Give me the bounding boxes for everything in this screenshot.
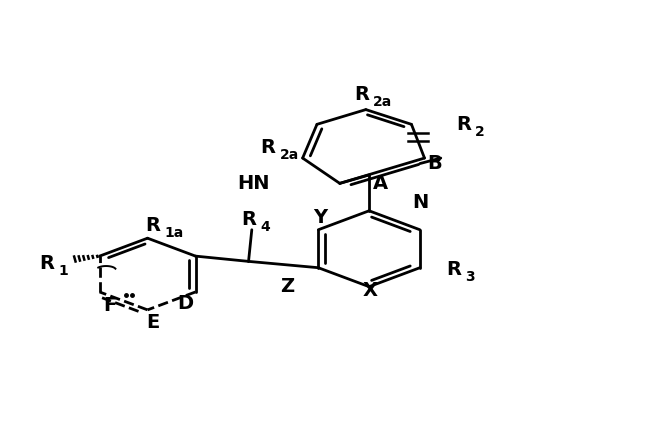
Text: R: R (145, 216, 160, 235)
Text: R: R (446, 260, 461, 280)
Text: 2a: 2a (373, 95, 392, 109)
Text: R: R (39, 254, 54, 273)
Text: R: R (261, 138, 276, 157)
Text: D: D (178, 294, 193, 313)
Text: 1: 1 (58, 264, 68, 278)
Text: 3: 3 (465, 270, 475, 284)
Text: B: B (427, 154, 442, 173)
Text: R: R (241, 210, 256, 229)
Text: 1a: 1a (164, 226, 183, 240)
Text: 2: 2 (475, 125, 485, 139)
Text: R: R (354, 85, 369, 104)
Text: HN: HN (238, 174, 270, 193)
Text: Z: Z (280, 277, 295, 296)
Text: 4: 4 (260, 220, 270, 234)
Text: R: R (456, 115, 471, 134)
Text: Y: Y (313, 208, 327, 227)
Text: N: N (412, 193, 428, 212)
Text: F: F (103, 296, 116, 315)
Text: 2a: 2a (280, 148, 299, 162)
Text: A: A (374, 174, 388, 193)
Text: E: E (146, 313, 159, 332)
Text: X: X (363, 281, 378, 301)
